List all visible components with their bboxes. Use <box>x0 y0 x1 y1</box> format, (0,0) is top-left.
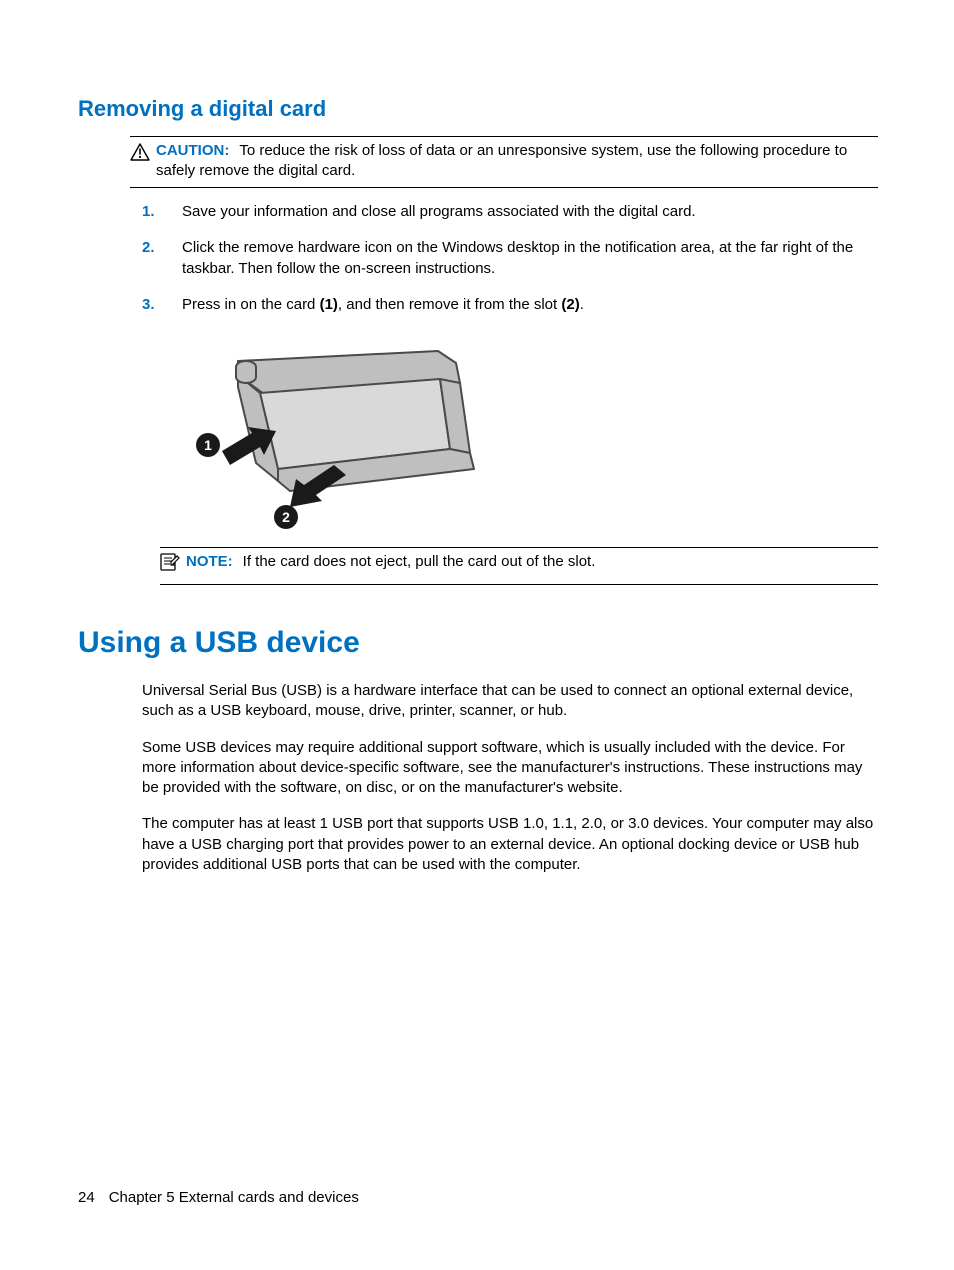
note-text: If the card does not eject, pull the car… <box>243 553 596 570</box>
step-1: Save your information and close all prog… <box>182 202 878 222</box>
caution-icon <box>130 143 150 167</box>
step-3-bold1: (1) <box>320 296 338 313</box>
page-content: Removing a digital card CAUTION:To reduc… <box>0 0 954 875</box>
step-3-mid: , and then remove it from the slot <box>338 296 561 313</box>
diagram-callout-2: 2 <box>282 509 290 525</box>
step-2: Click the remove hardware icon on the Wi… <box>182 238 878 279</box>
caution-label: CAUTION: <box>156 142 229 159</box>
chapter-label: Chapter 5 External cards and devices <box>109 1189 359 1206</box>
diagram-callout-1: 1 <box>204 437 212 453</box>
step-3-suffix: . <box>580 296 584 313</box>
caution-text: To reduce the risk of loss of data or an… <box>156 142 847 179</box>
usb-para-3: The computer has at least 1 USB port tha… <box>142 814 878 875</box>
step-3-bold2: (2) <box>561 296 579 313</box>
page-number: 24 <box>78 1189 95 1206</box>
note-callout: NOTE: If the card does not eject, pull th… <box>160 547 878 584</box>
usb-para-1: Universal Serial Bus (USB) is a hardware… <box>142 681 878 722</box>
caution-callout: CAUTION:To reduce the risk of loss of da… <box>130 136 878 189</box>
step-3-prefix: Press in on the card <box>182 296 320 313</box>
heading-removing-card: Removing a digital card <box>78 94 878 124</box>
step-3: Press in on the card (1), and then remov… <box>182 295 878 315</box>
note-label: NOTE: <box>186 553 233 570</box>
card-removal-diagram: 1 2 <box>178 331 878 537</box>
caution-body: CAUTION:To reduce the risk of loss of da… <box>156 141 878 182</box>
note-body: NOTE: If the card does not eject, pull th… <box>186 552 878 572</box>
note-icon <box>160 553 180 577</box>
page-footer: 24 Chapter 5 External cards and devices <box>78 1188 359 1208</box>
heading-usb-device: Using a USB device <box>78 623 878 664</box>
usb-para-2: Some USB devices may require additional … <box>142 738 878 799</box>
steps-list: Save your information and close all prog… <box>142 202 878 315</box>
